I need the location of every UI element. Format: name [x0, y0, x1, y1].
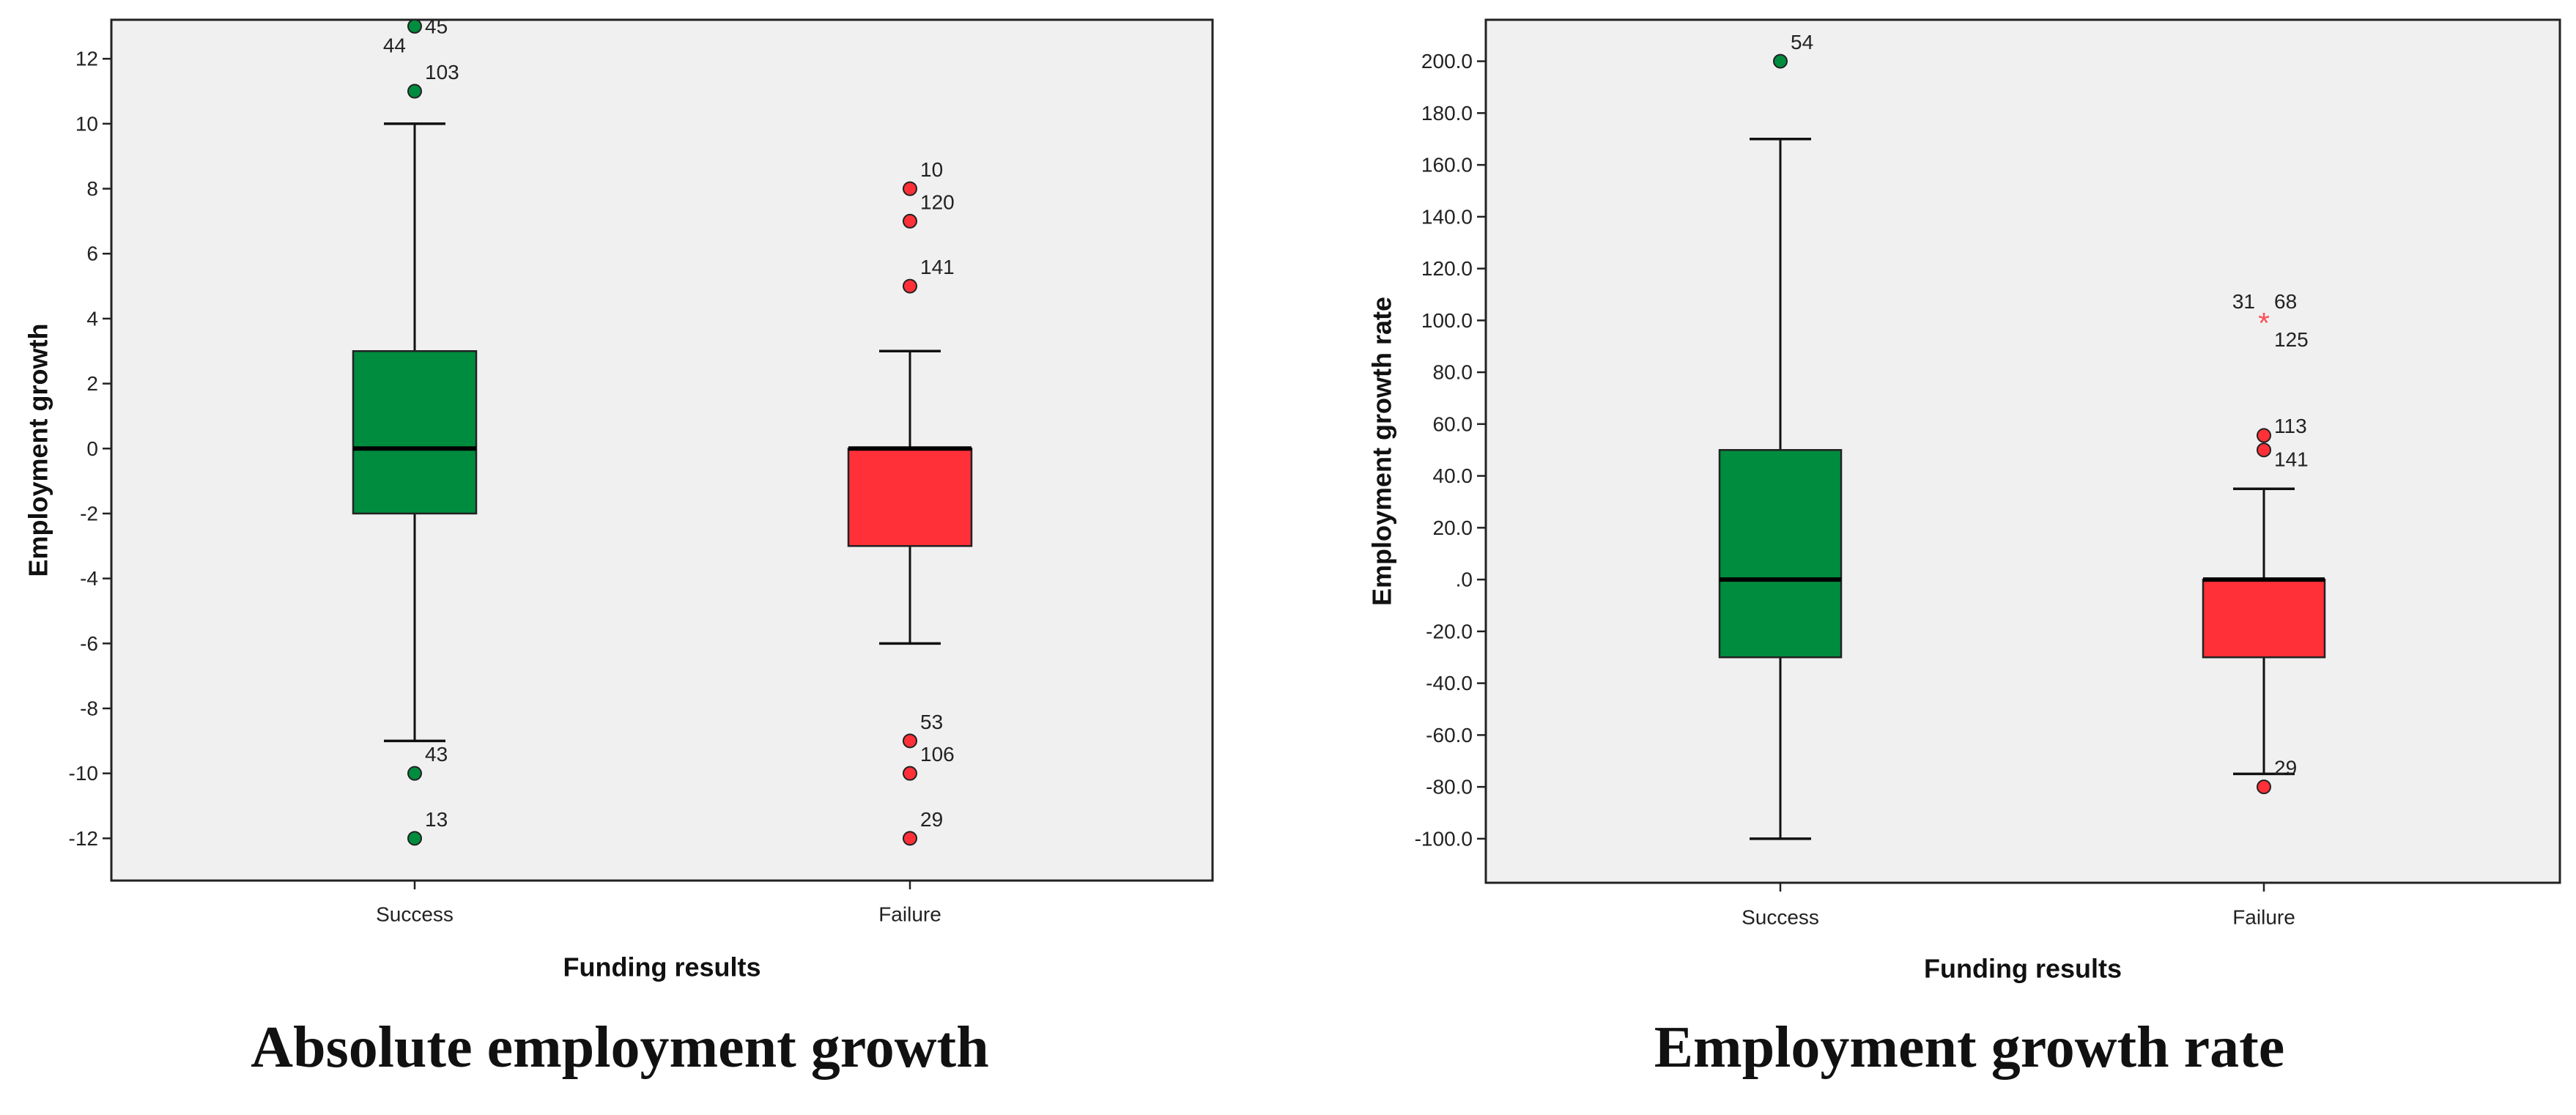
chart2-failure-outlier-point [2257, 779, 2271, 795]
chart1-y-tick-label: -10 [69, 762, 98, 785]
chart1-failure-outlier-point [903, 831, 917, 846]
chart1-failure-outlier-case-label: 120 [920, 190, 955, 213]
chart2-y-axis-title: Employment growth rate [1367, 297, 1397, 606]
chart1-failure-outlier-case-label: 141 [920, 256, 955, 278]
chart1-x-axis-title: Funding results [563, 952, 761, 982]
chart1-success-outlier-case-label: 44 [383, 34, 406, 56]
chart1-failure-outlier-case-label: 106 [920, 743, 955, 766]
chart2-failure-outlier-case-label: 125 [2274, 328, 2309, 351]
chart1-failure-outlier-point [903, 181, 917, 196]
chart1-y-tick-label: -6 [80, 632, 98, 655]
chart2-failure-outlier-case-label: 29 [2274, 757, 2297, 779]
caption-absolute-employment-growth: Absolute employment growth [251, 1015, 989, 1080]
chart2-failure-outlier-case-label: 31 [2232, 290, 2255, 313]
chart1-y-tick-label: -4 [80, 567, 98, 590]
chart2-plot-area [1484, 18, 2561, 884]
chart1-y-tick-label: -2 [80, 502, 98, 525]
chart2-y-tick-label: .0 [1456, 568, 1473, 591]
chart2-failure-outlier-case-label: 68 [2274, 290, 2297, 313]
chart2-y-tick-label: -60.0 [1426, 724, 1473, 747]
chart2-x-axis-title: Funding results [1924, 954, 2122, 984]
chart1-success-box [352, 350, 478, 515]
chart2-success-outlier-case-label: 54 [1791, 31, 1813, 53]
chart1-failure-outlier-case-label: 53 [920, 711, 943, 733]
chart2-y-tick-label: -40.0 [1426, 672, 1473, 694]
chart2-y-tick-label: 20.0 [1433, 516, 1473, 539]
chart1-failure-outlier-point [903, 278, 917, 294]
chart1-y-axis-title: Employment growth [23, 323, 53, 577]
chart2-failure-outlier-case-label: 113 [2274, 415, 2307, 437]
caption-employment-growth-rate: Employment growth rate [1654, 1015, 2285, 1080]
chart1-y-tick-label: 12 [75, 48, 98, 70]
chart2-x-tick-label-success: Success [1742, 906, 1819, 929]
chart1-plot-area [110, 18, 1214, 882]
chart2-y-tick-label: 60.0 [1433, 412, 1473, 435]
chart1-success-outlier-point [407, 766, 422, 781]
chart1-y-tick-label: 8 [86, 177, 98, 200]
chart1-success-outlier-case-label: 43 [425, 743, 448, 766]
chart1-success-outlier-point [407, 831, 422, 846]
chart1-success-outlier-point [407, 84, 422, 99]
chart1-failure-outlier-case-label: 29 [920, 808, 943, 831]
chart2-y-tick-label: 80.0 [1433, 361, 1473, 384]
chart1-y-tick-label: 0 [86, 437, 98, 460]
chart2-y-tick-label: 200.0 [1421, 50, 1473, 73]
chart2-failure-box [2202, 578, 2326, 659]
chart1-failure-outlier-point [903, 766, 917, 781]
chart1-success-outlier-case-label: 45 [425, 15, 448, 37]
chart2-failure-outlier-point [2257, 442, 2271, 458]
chart2-y-tick-label: 140.0 [1421, 205, 1473, 228]
chart1-y-tick-label: -8 [80, 697, 98, 720]
chart2-y-tick-label: -20.0 [1426, 620, 1473, 642]
chart1-failure-box [847, 448, 973, 547]
chart1-y-tick-label: 10 [75, 112, 98, 135]
chart2-success-outlier-point [1773, 53, 1788, 69]
chart2-y-tick-label: 160.0 [1421, 154, 1473, 177]
chart1-y-tick-label: 2 [86, 372, 98, 395]
chart2-y-tick-label: -100.0 [1415, 827, 1473, 850]
chart1-failure-outlier-point [903, 733, 917, 749]
chart2-y-tick-label: 100.0 [1421, 309, 1473, 332]
chart1-x-tick-label-failure: Failure [878, 903, 941, 926]
chart1-x-tick-label-success: Success [376, 903, 454, 926]
chart1-failure-outlier-case-label: 10 [920, 158, 943, 181]
chart2-success-box [1718, 448, 1843, 659]
chart2-y-tick-label: -80.0 [1426, 776, 1473, 799]
chart1-success-outlier-point [407, 18, 422, 34]
chart2-y-tick-label: 120.0 [1421, 257, 1473, 280]
chart1-y-tick-label: 4 [86, 307, 98, 330]
chart2-x-tick-label-failure: Failure [2232, 906, 2295, 929]
chart2-y-tick-label: 180.0 [1421, 102, 1473, 125]
chart2-failure-outlier-point [2257, 428, 2271, 443]
chart2-failure-outlier-extreme-star: * [2258, 307, 2270, 339]
chart2-failure-outlier-case-label: 141 [2274, 448, 2309, 471]
chart1-success-outlier-case-label: 103 [425, 61, 459, 84]
chart1-y-tick-label: 6 [86, 242, 98, 265]
chart2-y-tick-label: 40.0 [1433, 464, 1473, 487]
chart1-failure-outlier-point [903, 213, 917, 229]
chart1-success-outlier-case-label: 13 [425, 808, 448, 831]
chart1-y-tick-label: -12 [69, 827, 98, 850]
